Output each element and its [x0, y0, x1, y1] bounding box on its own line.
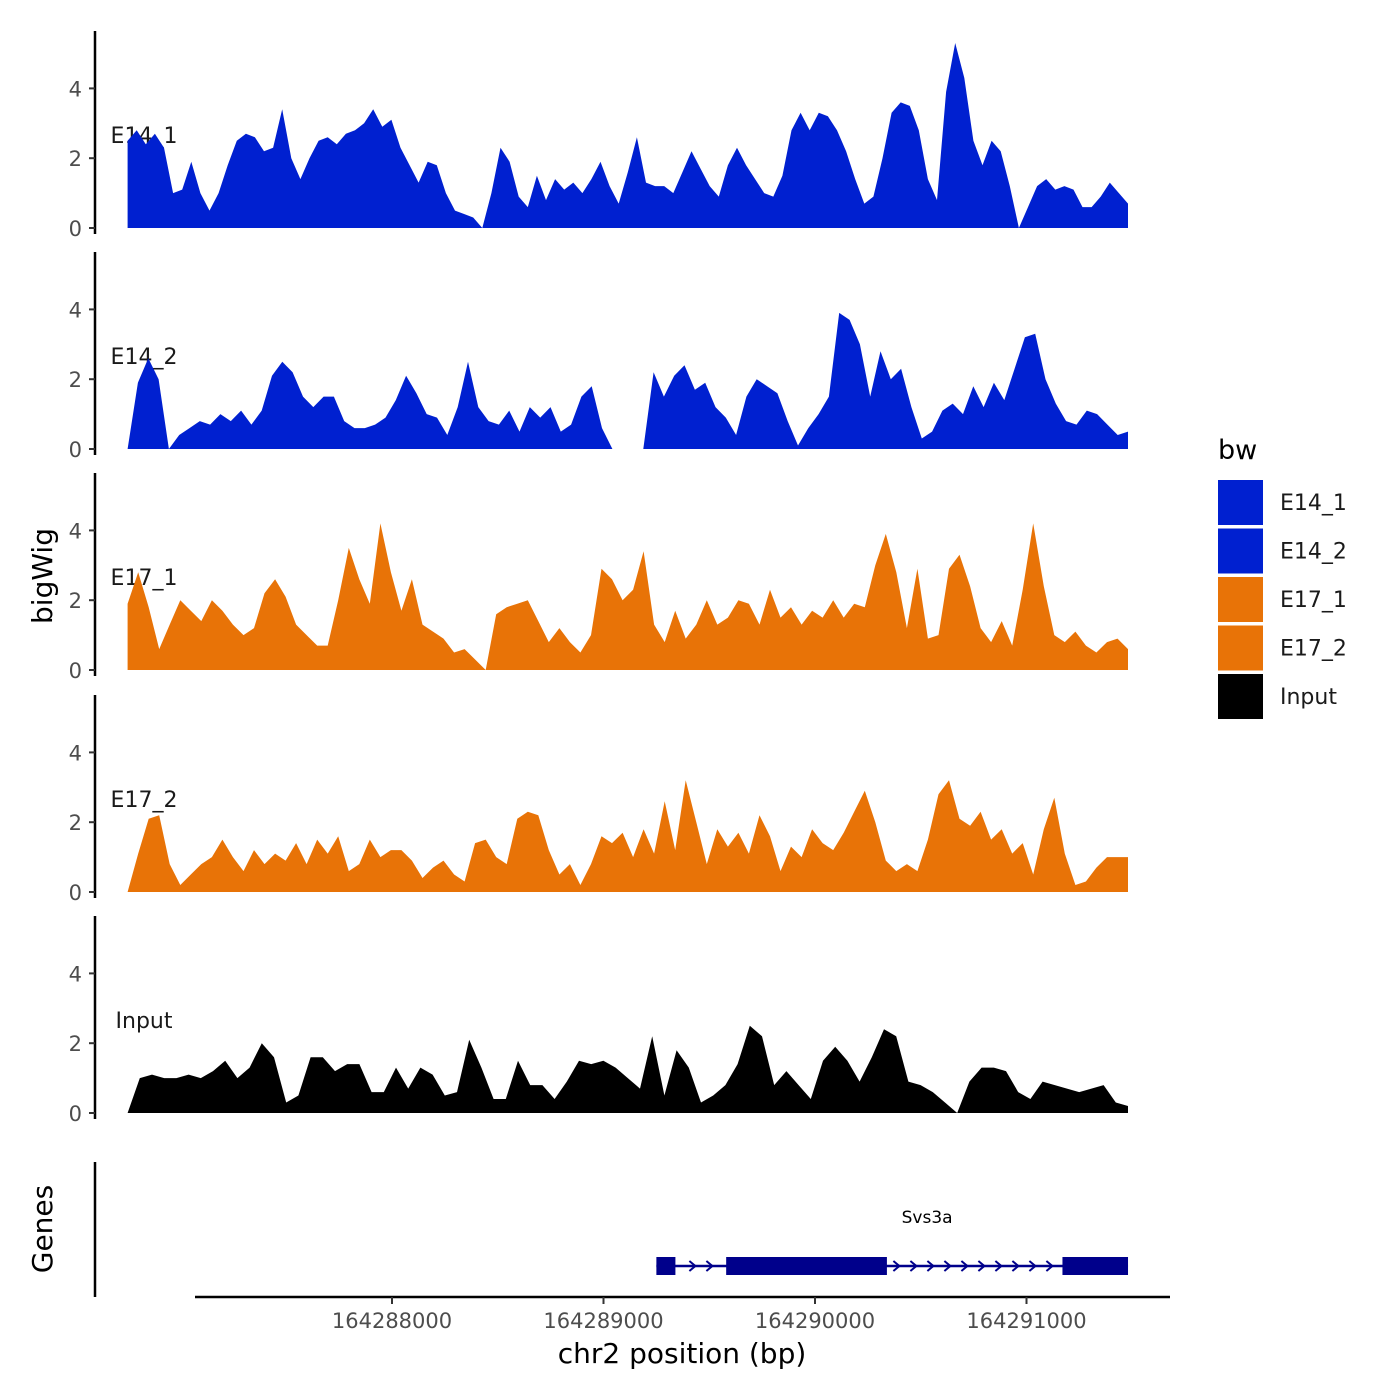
legend-swatch-e17-1 — [1218, 577, 1263, 622]
y-tick-label: 2 — [69, 147, 82, 171]
y-tick-label: 0 — [69, 659, 82, 683]
strand-arrow — [909, 1260, 918, 1272]
y-tick-label: 4 — [69, 298, 82, 322]
strand-arrow — [943, 1260, 952, 1272]
signal-area-e17-2 — [127, 780, 1129, 892]
x-axis: 164288000 164289000 164290000 164291000 — [195, 1295, 1170, 1333]
signal-area-input — [127, 1025, 1129, 1113]
y-tick-label: 4 — [69, 519, 82, 543]
track-e17-2: 0 2 4 E17_2 — [69, 695, 1129, 905]
track-label: Input — [116, 1009, 173, 1034]
gene-exon — [726, 1257, 887, 1275]
gene-track: Svs3a — [93, 1162, 1129, 1297]
legend-label-input: Input — [1280, 685, 1337, 710]
strand-arrow — [892, 1260, 901, 1272]
track-label: E17_2 — [111, 788, 178, 813]
legend-swatch-e14-1 — [1218, 480, 1263, 525]
x-tick-label: 164290000 — [755, 1309, 875, 1333]
y-axis-title: bigWig — [26, 528, 59, 624]
y-tick-label: 0 — [69, 881, 82, 905]
track-e14-2: 0 2 4 E14_2 — [69, 252, 1128, 462]
signal-area-e14-2 — [127, 358, 613, 449]
legend-label-e14-1: E14_1 — [1280, 491, 1347, 516]
x-tick-label: 164289000 — [543, 1309, 663, 1333]
signal-area-e14-2 — [643, 312, 1128, 449]
strand-arrow — [688, 1260, 697, 1272]
legend-swatch-e14-2 — [1218, 528, 1263, 574]
strand-arrow — [977, 1260, 986, 1272]
strand-arrow — [1011, 1260, 1020, 1272]
track-label: E14_2 — [111, 345, 178, 370]
y-tick-label: 2 — [69, 368, 82, 392]
y-tick-label: 4 — [69, 962, 82, 986]
y-tick-label: 4 — [69, 77, 82, 101]
signal-area-e14-1 — [127, 43, 1129, 228]
legend-label-e14-2: E14_2 — [1280, 540, 1347, 565]
x-tick-label: 164291000 — [966, 1309, 1086, 1333]
legend-swatch-input — [1218, 674, 1263, 719]
track-e17-1: 0 2 4 E17_1 — [69, 473, 1129, 683]
x-axis-title: chr2 position (bp) — [558, 1337, 807, 1370]
x-tick-label: 164288000 — [332, 1309, 452, 1333]
strand-arrow — [705, 1260, 714, 1272]
legend-swatch-e17-2 — [1218, 625, 1263, 671]
strand-arrow — [960, 1260, 969, 1272]
strand-arrow — [1028, 1260, 1037, 1272]
track-label: E17_1 — [111, 566, 178, 591]
y-tick-label: 2 — [69, 811, 82, 835]
y-tick-label: 4 — [69, 741, 82, 765]
strand-arrow — [994, 1260, 1003, 1272]
y-tick-label: 2 — [69, 589, 82, 613]
y-tick-label: 0 — [69, 438, 82, 462]
signal-area-e17-1 — [127, 523, 1129, 670]
gene-exon — [656, 1257, 676, 1275]
gene-exon — [1062, 1257, 1129, 1275]
gene-name-label: Svs3a — [902, 1208, 953, 1228]
y-tick-label: 2 — [69, 1032, 82, 1056]
legend-label-e17-1: E17_1 — [1280, 588, 1347, 613]
legend-title: bw — [1218, 435, 1257, 466]
track-input: 0 2 4 Input — [69, 916, 1129, 1126]
y-tick-label: 0 — [69, 1102, 82, 1126]
strand-arrow — [1045, 1260, 1054, 1272]
legend: bw E14_1 E14_2 E17_1 E17_2 Input — [1218, 435, 1347, 719]
y-tick-label: 0 — [69, 217, 82, 241]
strand-arrow — [926, 1260, 935, 1272]
gene-track-title: Genes — [26, 1185, 59, 1273]
legend-label-e17-2: E17_2 — [1280, 637, 1347, 662]
